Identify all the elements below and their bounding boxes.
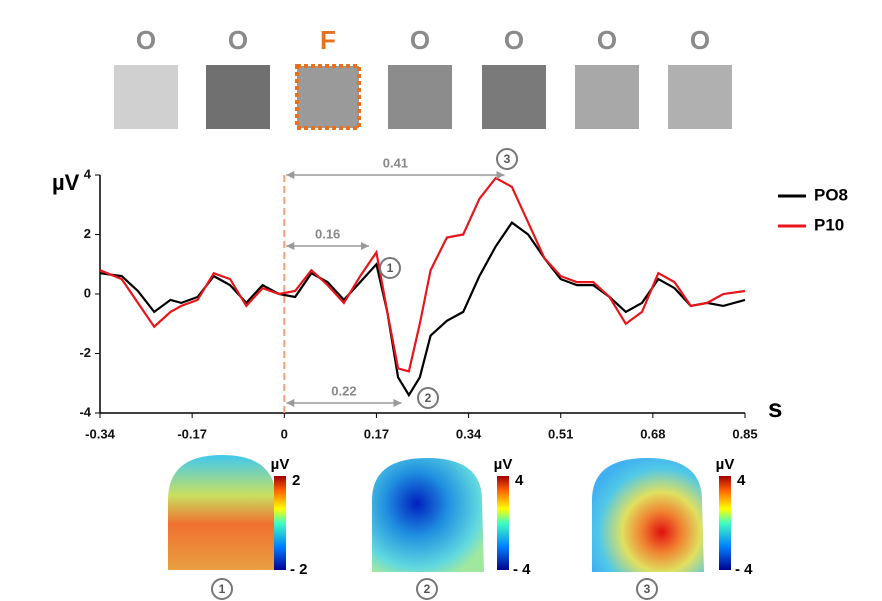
colorbar-max: 4 — [737, 472, 746, 489]
x-tick-label: 0.68 — [640, 426, 665, 441]
colorbar-unit: µV — [716, 456, 735, 473]
marker-label: 1 — [387, 261, 394, 275]
colorbar-max: 2 — [292, 472, 300, 489]
stimulus-label: O — [597, 25, 617, 55]
legend-label: PO8 — [814, 185, 848, 204]
marker-circle — [379, 257, 401, 279]
x-tick-label: 0.17 — [364, 426, 389, 441]
series-line — [99, 176, 746, 373]
stimulus-label: O — [228, 25, 248, 55]
marker-label: 3 — [644, 582, 651, 596]
stimulus-label: F — [320, 25, 336, 55]
marker-label: 3 — [504, 152, 511, 166]
x-tick-label: 0.34 — [456, 426, 482, 441]
colorbar-min: - 2 — [290, 561, 308, 578]
marker-label: 1 — [219, 582, 226, 596]
color-bar — [719, 476, 731, 570]
marker-circle — [211, 578, 233, 600]
x-tick-label: -0.34 — [85, 426, 115, 441]
y-tick-label: -2 — [79, 345, 91, 360]
marker-label: 2 — [425, 391, 432, 405]
colorbar-min: - 4 — [513, 561, 531, 578]
marker-label: 2 — [424, 582, 431, 596]
x-axis-label: s — [768, 393, 782, 423]
colorbar-unit: µV — [271, 456, 290, 473]
marker-circle — [417, 387, 439, 409]
y-axis-label: µV — [52, 170, 80, 195]
marker-circle — [416, 578, 438, 600]
stimulus-label: O — [410, 25, 430, 55]
stimulus-label: O — [690, 25, 710, 55]
x-tick-label: -0.17 — [177, 426, 207, 441]
heads — [168, 455, 704, 572]
colorbar-min: - 4 — [735, 561, 753, 578]
colorbar-max: 4 — [515, 472, 524, 489]
marker-circle — [496, 148, 518, 170]
x-tick-label: 0 — [281, 426, 288, 441]
color-bar — [274, 476, 286, 570]
color-bar — [497, 476, 509, 570]
legend-label: P10 — [814, 215, 844, 234]
y-tick-label: 4 — [84, 166, 92, 181]
y-tick-label: -4 — [79, 404, 91, 419]
x-tick-label: 0.85 — [732, 426, 757, 441]
x-tick-label: 0.51 — [548, 426, 573, 441]
stimulus-label: O — [136, 25, 156, 55]
colorbar-unit: µV — [494, 456, 513, 473]
marker-circle — [636, 578, 658, 600]
stimulus-label: O — [504, 25, 524, 55]
thumbnails — [114, 64, 732, 130]
y-tick-label: 2 — [84, 226, 91, 241]
interval-label: 0.41 — [383, 155, 408, 170]
y-tick-label: 0 — [84, 285, 91, 300]
interval-label: 0.22 — [331, 383, 356, 398]
interval-label: 0.16 — [315, 226, 340, 241]
